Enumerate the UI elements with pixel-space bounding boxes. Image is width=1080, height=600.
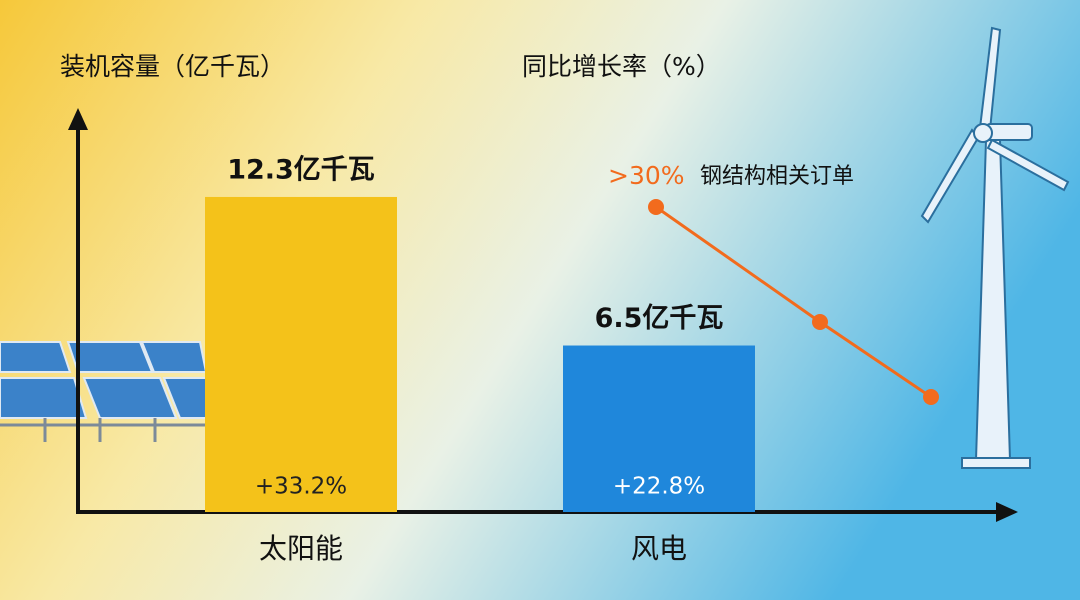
bar: [205, 196, 397, 512]
x-tick-label: 太阳能: [259, 532, 343, 565]
value-label: 6.5亿千瓦: [595, 303, 724, 334]
x-tick-label: 风电: [631, 532, 687, 565]
y-axis-label: 装机容量（亿千瓦）: [60, 52, 285, 81]
bar: [563, 345, 755, 512]
annotation-label: >30%: [608, 161, 685, 190]
annotation-text: 钢结构相关订单: [700, 164, 854, 189]
y2-axis-label: 同比增长率（%）: [522, 52, 721, 81]
growth-label: +22.8%: [613, 474, 705, 500]
growth-label: +33.2%: [255, 474, 347, 500]
wind-turbine: [920, 26, 1070, 469]
trend-line: [648, 199, 939, 405]
value-label: 12.3亿千瓦: [227, 154, 375, 185]
solar-panels: [0, 341, 208, 442]
